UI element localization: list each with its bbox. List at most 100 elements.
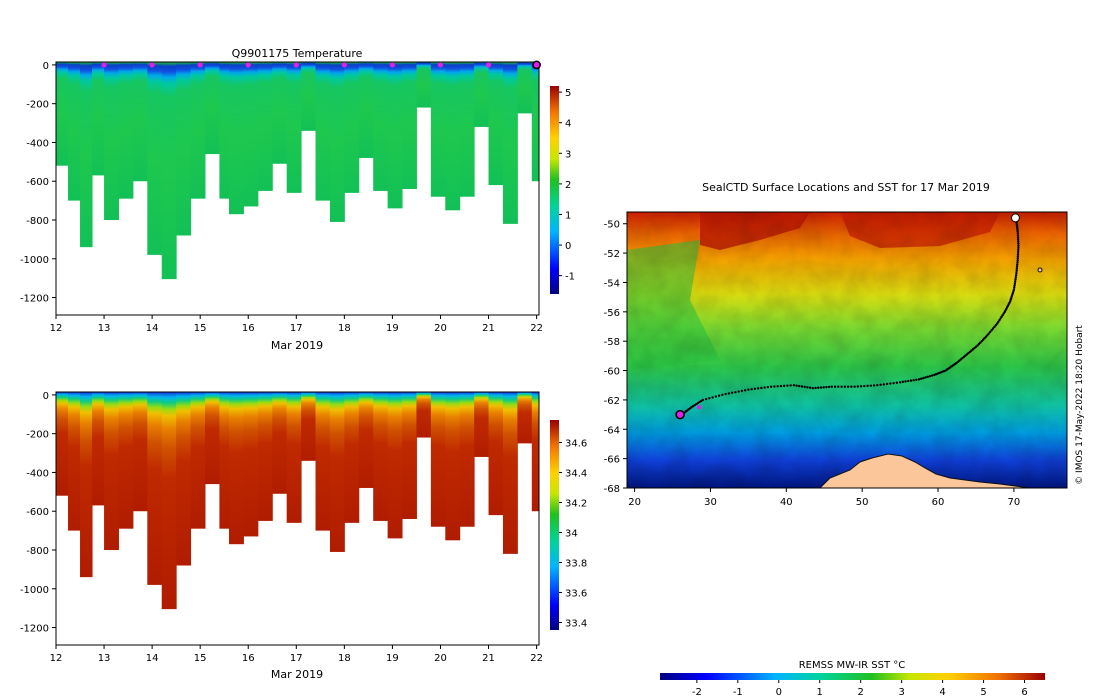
track-point (825, 385, 828, 389)
track-point (806, 386, 809, 389)
temperature-profile-markers (101, 60, 541, 70)
section-profile-column (301, 392, 317, 461)
y-tick-label: 0 (43, 391, 49, 402)
x-tick-label: 19 (386, 323, 399, 334)
salinity-panel: 0 -200 -400 -600 -800 -1000 -1200 12 13 14 15 16 17… (20, 391, 587, 681)
section-profile-column (488, 62, 504, 186)
section-profile-column (531, 62, 539, 182)
section-profile-column (402, 62, 417, 189)
track-point (795, 384, 798, 387)
track-point (1016, 250, 1020, 254)
x-tick-label: 15 (194, 323, 207, 334)
track-point (869, 384, 873, 387)
section-profile-column (474, 62, 490, 127)
lat-tick-label: -60 (604, 367, 620, 378)
track-point (990, 329, 993, 332)
section-profile-column (315, 62, 331, 201)
section-profile-column (80, 62, 93, 248)
antarctica-land (819, 453, 1031, 488)
track-point (711, 396, 714, 399)
track-point (1015, 265, 1019, 268)
x-tick-label: 16 (242, 653, 255, 664)
current-location-marker (675, 409, 685, 420)
track-point (994, 324, 997, 327)
track-point (1013, 282, 1017, 285)
track-point (753, 387, 757, 390)
track-point (846, 385, 850, 388)
track-point (1016, 259, 1019, 262)
track-point (885, 382, 889, 386)
track-point (743, 389, 747, 392)
temperature-plot-frame (55, 61, 540, 316)
track-point (740, 389, 744, 393)
salinity-plot-frame (55, 391, 540, 646)
track-point (798, 384, 801, 388)
y-tick-label: -1000 (20, 255, 49, 266)
section-profile-column (92, 62, 105, 176)
section-profile-column (132, 392, 148, 512)
lat-tick-label: -52 (604, 249, 620, 260)
track-point (1017, 246, 1020, 250)
track-point (987, 332, 990, 335)
section-profile-column (219, 62, 230, 199)
track-point (895, 381, 899, 384)
y-tick-label: -200 (26, 100, 49, 111)
y-tick-label: -800 (26, 546, 49, 557)
x-tick-label: 17 (290, 653, 303, 664)
section-profile-column (488, 392, 504, 516)
section-profile-column (517, 392, 533, 444)
temperature-x-axis: 12 13 14 15 16 17 18 19 20 21 22 (50, 315, 543, 334)
track-point (915, 378, 918, 381)
section-profile-column (387, 62, 403, 209)
x-tick-label: 14 (146, 653, 159, 664)
track-point (917, 378, 921, 381)
track-point (734, 390, 737, 394)
section-profile-column (502, 392, 518, 554)
track-point (830, 385, 834, 388)
sst-colorbar-tick-label: 2 (858, 687, 864, 698)
current-profile-marker (532, 60, 541, 70)
track-point (879, 383, 882, 387)
x-tick-label: 17 (290, 323, 303, 334)
track-point (1013, 284, 1016, 287)
lat-tick-label: -56 (604, 308, 620, 319)
colorbar-tick-label: 1 (565, 210, 571, 221)
track-point (822, 386, 825, 389)
section-profile-column (531, 392, 539, 512)
x-tick-label: 18 (338, 323, 351, 334)
track-point (773, 385, 776, 388)
sst-texture (627, 212, 1067, 488)
track-point (922, 376, 925, 380)
y-tick-label: -1200 (20, 294, 49, 305)
section-profile-column (257, 62, 273, 191)
track-point (763, 386, 766, 389)
track-point (930, 374, 934, 377)
track-point (1015, 267, 1019, 271)
track-point (1016, 263, 1019, 266)
track-point (988, 330, 992, 334)
colorbar-tick-label: 34.2 (565, 499, 587, 510)
track-point (721, 393, 724, 397)
sst-colorbar-tick-label: 4 (939, 687, 945, 698)
track-point (872, 384, 876, 387)
section-profile-column (161, 62, 177, 280)
section-profile-column (387, 392, 403, 539)
track-point (1017, 240, 1020, 243)
track-point (863, 384, 866, 388)
track-point (892, 381, 895, 385)
track-point (837, 385, 840, 388)
track-point (803, 385, 806, 389)
track-point (856, 385, 860, 388)
colorbar-tick-label: 0 (565, 241, 571, 252)
x-tick-label: 19 (386, 653, 399, 664)
section-profile-column (243, 62, 259, 207)
track-point (714, 395, 718, 398)
section-profile-column (147, 62, 163, 255)
track-point (786, 384, 789, 387)
lat-tick-label: -62 (604, 396, 620, 407)
track-point (724, 392, 727, 396)
section-profile-column (459, 392, 475, 527)
lon-tick-label: 50 (856, 497, 869, 508)
salinity-section-columns (56, 392, 539, 610)
track-point (853, 385, 856, 388)
